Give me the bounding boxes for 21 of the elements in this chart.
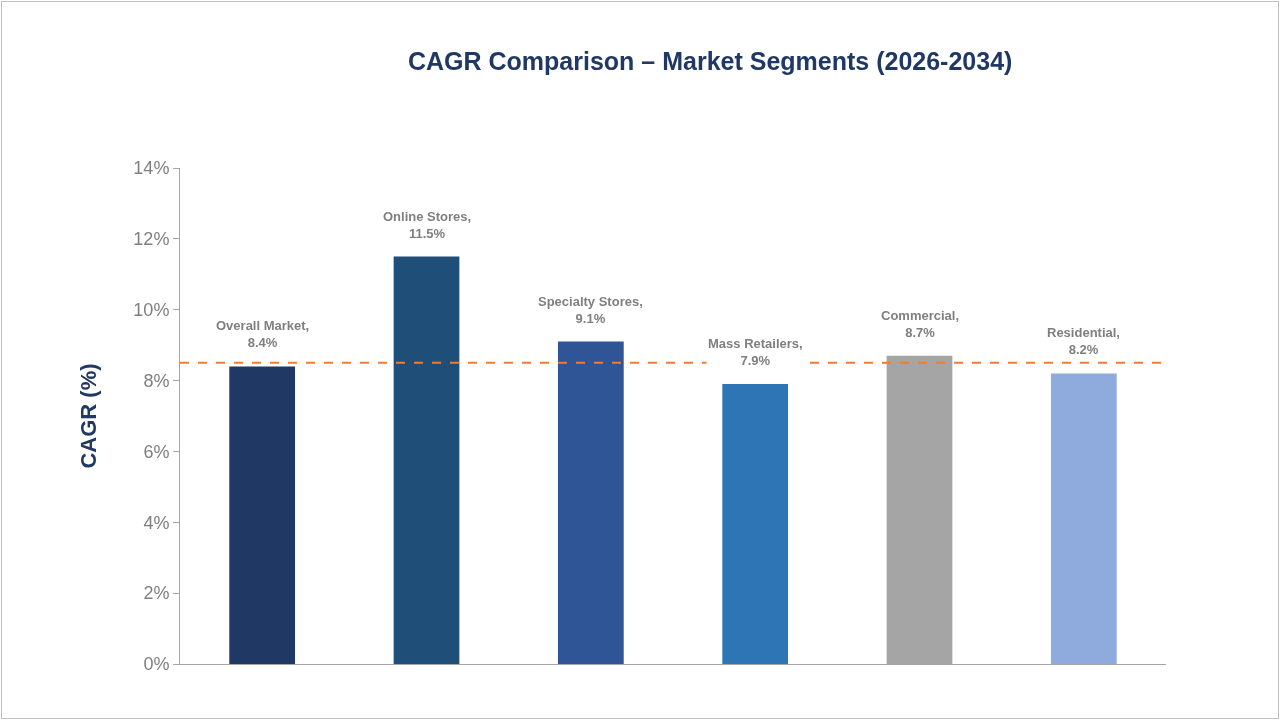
y-tick-label: 12% — [133, 229, 170, 250]
data-label: Mass Retailers, 7.9% — [708, 336, 803, 368]
chart-title: CAGR Comparison – Market Segments (2026-2034) — [407, 46, 1013, 75]
y-tick-label: 4% — [143, 512, 170, 533]
data-label: Overall Market, 8.4% — [216, 318, 310, 350]
y-tick-label: 8% — [143, 370, 170, 391]
y-tick-label: 6% — [143, 441, 170, 462]
y-axis-title: CAGR (%) — [76, 363, 102, 469]
data-label: Commercial, 8.7% — [881, 308, 960, 340]
data-label: Residential, 8.2% — [1047, 325, 1120, 357]
data-label: Online Stores, 11.5% — [383, 209, 472, 241]
bar — [722, 384, 789, 664]
y-tick-label: 0% — [143, 654, 170, 675]
bar — [393, 256, 460, 664]
bar — [229, 366, 296, 664]
data-label: Specialty Stores, 9.1% — [538, 294, 643, 326]
y-tick-label: 2% — [143, 583, 170, 604]
y-tick-label: 14% — [133, 158, 170, 179]
bar — [1050, 373, 1117, 664]
bar — [557, 341, 624, 664]
y-tick-label: 10% — [133, 300, 170, 321]
